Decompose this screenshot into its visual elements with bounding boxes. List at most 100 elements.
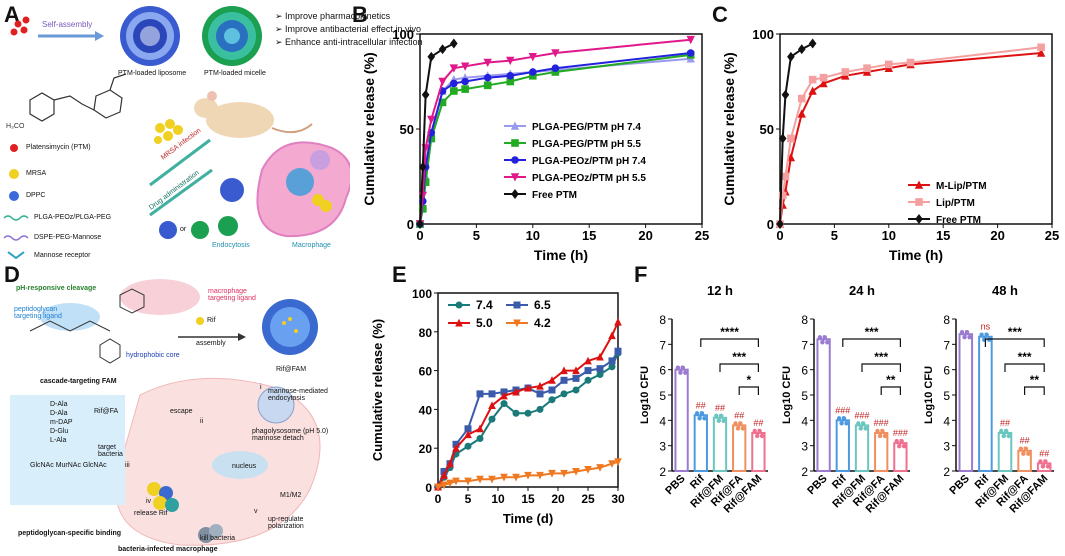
data-point — [819, 78, 828, 88]
replicate-dot — [683, 370, 688, 375]
mrsa-legend-icon — [9, 169, 19, 179]
bar — [712, 416, 728, 473]
comparison-bracket — [984, 338, 1045, 347]
infection-arrow — [149, 138, 211, 187]
data-point — [524, 383, 532, 392]
replicate-dot — [979, 332, 984, 337]
legend-label: Free PTM — [532, 190, 577, 201]
rif-fam-label: Rif@FAM — [276, 366, 307, 373]
data-point — [512, 387, 520, 396]
bar — [816, 338, 831, 473]
replicate-dot — [1045, 464, 1051, 469]
significance-mark: ns — [981, 322, 991, 332]
data-point — [506, 72, 515, 80]
data-point — [419, 162, 427, 172]
escape-label: escape — [170, 408, 193, 415]
category-label: PBS — [947, 473, 971, 497]
data-point — [427, 51, 436, 62]
step-ii-label: ii — [200, 418, 204, 425]
data-point — [438, 44, 447, 55]
target-bacteria-label: target bacteria — [98, 444, 123, 458]
significance-mark: ## — [1039, 448, 1049, 458]
data-point — [608, 363, 616, 371]
liposome-small-icon — [159, 221, 177, 239]
data-point — [529, 72, 537, 80]
bar — [958, 333, 974, 473]
x-tick-label: 25 — [581, 492, 595, 506]
panel-label-e: E — [392, 262, 407, 287]
data-point — [513, 301, 521, 309]
data-point — [512, 409, 520, 417]
replicate-dot — [1026, 451, 1031, 456]
data-point — [686, 49, 695, 57]
replicate-dot — [680, 365, 686, 370]
data-point — [1036, 48, 1046, 57]
significance-mark: ### — [835, 405, 850, 415]
data-point — [427, 115, 436, 125]
data-point — [608, 460, 616, 468]
x-tick-label: 30 — [611, 492, 625, 506]
data-point — [483, 73, 492, 82]
step-v-label: v — [254, 508, 258, 515]
y-tick-label: 3 — [801, 440, 808, 454]
replicate-dot — [733, 421, 738, 426]
data-point — [548, 386, 556, 394]
y-tick-label: 2 — [659, 465, 666, 479]
y-tick-label: 5 — [801, 389, 808, 403]
nucleus-label: nucleus — [232, 463, 257, 470]
data-point — [524, 409, 532, 417]
data-point — [548, 469, 556, 478]
x-tick-label: 0 — [435, 492, 442, 506]
panel-label-c: C — [712, 2, 728, 27]
y-tick-label: 6 — [801, 364, 808, 378]
data-point — [536, 405, 544, 413]
data-point — [584, 466, 592, 474]
replicate-dot — [757, 428, 762, 434]
comparison-bracket — [842, 338, 901, 347]
amino-acid: m-DAP — [50, 419, 73, 426]
peptidoglycan-box — [10, 395, 125, 505]
significance-mark: ## — [1000, 418, 1010, 428]
y-tick-label: 100 — [412, 287, 432, 301]
replicate-dot — [678, 370, 683, 375]
x-tick-label: 15 — [521, 492, 535, 506]
data-point — [440, 481, 448, 490]
upregulate-label: up-regulate polarization — [268, 516, 304, 530]
data-point — [536, 381, 544, 390]
x-tick-label: 20 — [638, 228, 652, 243]
y-axis-title: Log10 CFU — [923, 366, 935, 424]
replicate-dot — [858, 426, 863, 431]
data-point — [452, 444, 460, 452]
significance-mark: ### — [874, 418, 889, 428]
replicate-dot — [697, 416, 702, 421]
bacteria-cluster-icon — [147, 482, 179, 512]
step-iii-label: iii — [125, 462, 130, 469]
x-tick-label: 25 — [695, 228, 709, 243]
data-point — [560, 376, 568, 384]
data-point — [510, 121, 520, 130]
data-point — [915, 198, 923, 206]
rif-icon — [196, 317, 204, 325]
data-point — [510, 173, 520, 182]
data-point — [560, 469, 568, 478]
data-point — [841, 68, 850, 76]
y-tick-label: 7 — [659, 338, 666, 352]
x-tick-label: 20 — [551, 492, 565, 506]
chart-e: 0 5 10 15 20 25 30 0 20 40 60 80 100 Time (d) Cumulati… — [370, 287, 625, 526]
data-point — [584, 376, 592, 384]
data-point — [464, 442, 472, 450]
y-tick-label: 5 — [943, 389, 950, 403]
data-point — [797, 44, 806, 55]
benefit-item: ➢ Enhance anti-intracellular infection — [275, 37, 423, 47]
polymer-structure-icon — [29, 288, 145, 364]
x-tick-label: 10 — [882, 228, 896, 243]
nucleus-icon — [212, 451, 268, 479]
data-point — [596, 365, 604, 373]
step-iv-label: iv — [146, 498, 152, 505]
svg-text:H₃CO: H₃CO — [6, 123, 25, 130]
data-point — [461, 77, 469, 86]
mouse-icon — [194, 91, 313, 138]
data-point — [476, 475, 484, 484]
replicate-dot — [986, 337, 992, 342]
replicate-dot — [738, 421, 743, 426]
